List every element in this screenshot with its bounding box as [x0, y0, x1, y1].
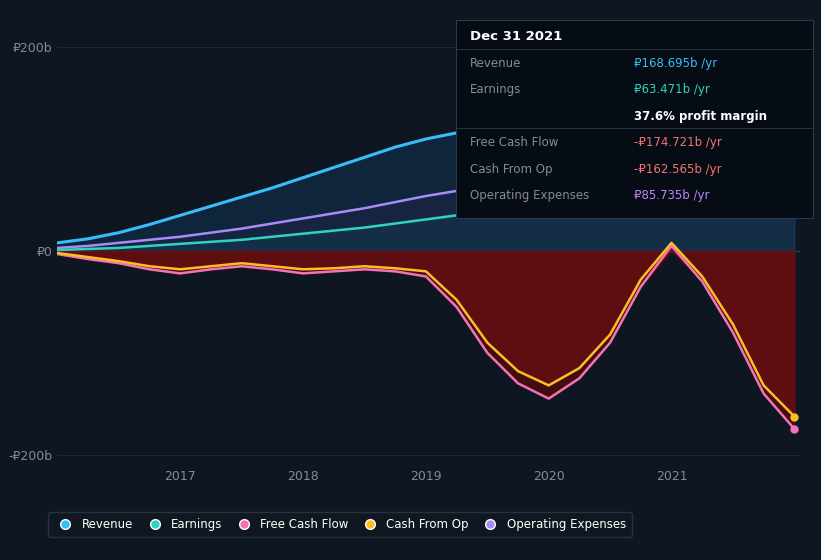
Text: ₽85.735b /yr: ₽85.735b /yr [635, 189, 709, 202]
Text: Operating Expenses: Operating Expenses [470, 189, 589, 202]
Text: 37.6% profit margin: 37.6% profit margin [635, 110, 767, 123]
Text: Free Cash Flow: Free Cash Flow [470, 136, 558, 150]
Text: ₽63.471b /yr: ₽63.471b /yr [635, 83, 710, 96]
Text: Earnings: Earnings [470, 83, 521, 96]
Text: Cash From Op: Cash From Op [470, 163, 553, 176]
Text: -₽162.565b /yr: -₽162.565b /yr [635, 163, 722, 176]
Text: Revenue: Revenue [470, 57, 521, 70]
Text: ₽168.695b /yr: ₽168.695b /yr [635, 57, 718, 70]
Text: Dec 31 2021: Dec 31 2021 [470, 30, 562, 43]
Legend: Revenue, Earnings, Free Cash Flow, Cash From Op, Operating Expenses: Revenue, Earnings, Free Cash Flow, Cash … [48, 512, 632, 537]
Text: -₽174.721b /yr: -₽174.721b /yr [635, 136, 722, 150]
